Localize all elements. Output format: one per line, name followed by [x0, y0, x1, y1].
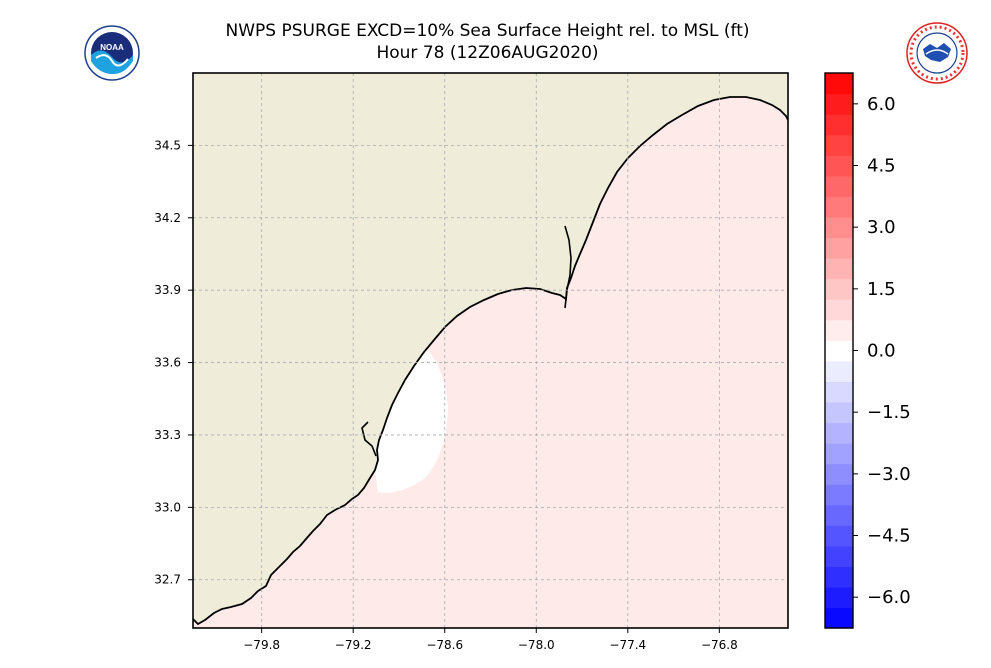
map-subtitle: Hour 78 (12Z06AUG2020) [376, 43, 599, 63]
colorbar-cell [825, 258, 853, 280]
barrier-island [361, 421, 377, 457]
map-frame [192, 72, 789, 629]
colorbar-cell [825, 566, 853, 588]
colorbar-tick-label: 3.0 [867, 217, 896, 238]
xtick-label: −76.8 [701, 638, 738, 652]
colorbar-cell [825, 401, 853, 424]
ytick-label: 34.5 [154, 138, 181, 152]
colorbar-cell [825, 93, 853, 115]
colorbar-cell [825, 155, 853, 177]
colorbar-tick-label: 6.0 [867, 94, 896, 115]
colorbar-cell [825, 319, 853, 341]
map-plot-area: −79.8 −79.2 −78.6 −78.0 −77.4 −76.8 32.733.03… [154, 72, 789, 652]
ytick-label: 33.3 [154, 428, 181, 442]
colorbar-cell [825, 504, 853, 526]
colorbar-tick-label: −4.5 [867, 526, 911, 547]
colorbar-cell [825, 114, 853, 136]
ytick-label: 32.7 [154, 573, 181, 587]
map-title: NWPS PSURGE EXCD=10% Sea Surface Height … [225, 21, 750, 41]
xtick-label: −79.2 [335, 638, 372, 652]
colorbar-cell [825, 237, 853, 259]
colorbar: 6.0 4.5 3.0 1.5 0.0 −1.5 −3.0 −4.5 −6.0 [824, 72, 911, 629]
colorbar-cell [825, 278, 853, 300]
colorbar-tick-label: 1.5 [867, 279, 896, 300]
ytick-label: 33.6 [154, 356, 181, 370]
ytick-label: 33.0 [154, 500, 181, 514]
colorbar-cell [825, 484, 853, 506]
noaa-logo-text: NOAA [100, 43, 124, 52]
colorbar-cell [825, 196, 853, 218]
colorbar-tick-label: 0.0 [867, 341, 896, 362]
colorbar-cell [825, 175, 853, 197]
map-gridlines [193, 73, 788, 628]
xtick-label: −79.8 [243, 638, 280, 652]
xtick-label: −77.4 [609, 638, 646, 652]
latitude-axis: 32.7 33.0 33.3 33.6 33.9 34.2 34.5 [154, 138, 193, 587]
colorbar-cell [825, 545, 853, 567]
xtick-label: −78.6 [426, 638, 463, 652]
colorbar-tick-label: 4.5 [867, 156, 896, 177]
colorbar-cell [825, 525, 853, 547]
colorbar-cell [825, 360, 853, 382]
colorbar-tick-label: −6.0 [867, 587, 911, 608]
xtick-label: −78.0 [518, 638, 555, 652]
colorbar-ticks: 6.0 4.5 3.0 1.5 0.0 −1.5 −3.0 −4.5 −6.0 [853, 94, 911, 608]
land-area [193, 73, 788, 624]
nws-logo [906, 22, 968, 84]
colorbar-tick-label: −3.0 [867, 464, 911, 485]
near-zero-surge-area [375, 347, 448, 493]
colorbar-cell [825, 422, 853, 444]
colorbar-cell [825, 463, 853, 485]
colorbar-cell [825, 216, 853, 239]
colorbar-cell [825, 299, 853, 321]
colorbar-cell [825, 73, 853, 95]
colorbar-tick-label: −1.5 [867, 402, 911, 423]
longitude-axis: −79.8 −79.2 −78.6 −78.0 −77.4 −76.8 [243, 628, 738, 652]
colorbar-cell [825, 607, 853, 629]
coastline [193, 96, 788, 626]
ytick-label: 34.2 [154, 211, 181, 225]
colorbar-cell [825, 381, 853, 403]
ytick-label: 33.9 [154, 283, 181, 297]
colorbar-cell [825, 340, 853, 362]
noaa-logo: NOAA [84, 25, 140, 81]
colorbar-cell [825, 443, 853, 465]
barrier-island [564, 225, 572, 309]
colorbar-cell [825, 134, 853, 156]
colorbar-cell [825, 586, 853, 609]
